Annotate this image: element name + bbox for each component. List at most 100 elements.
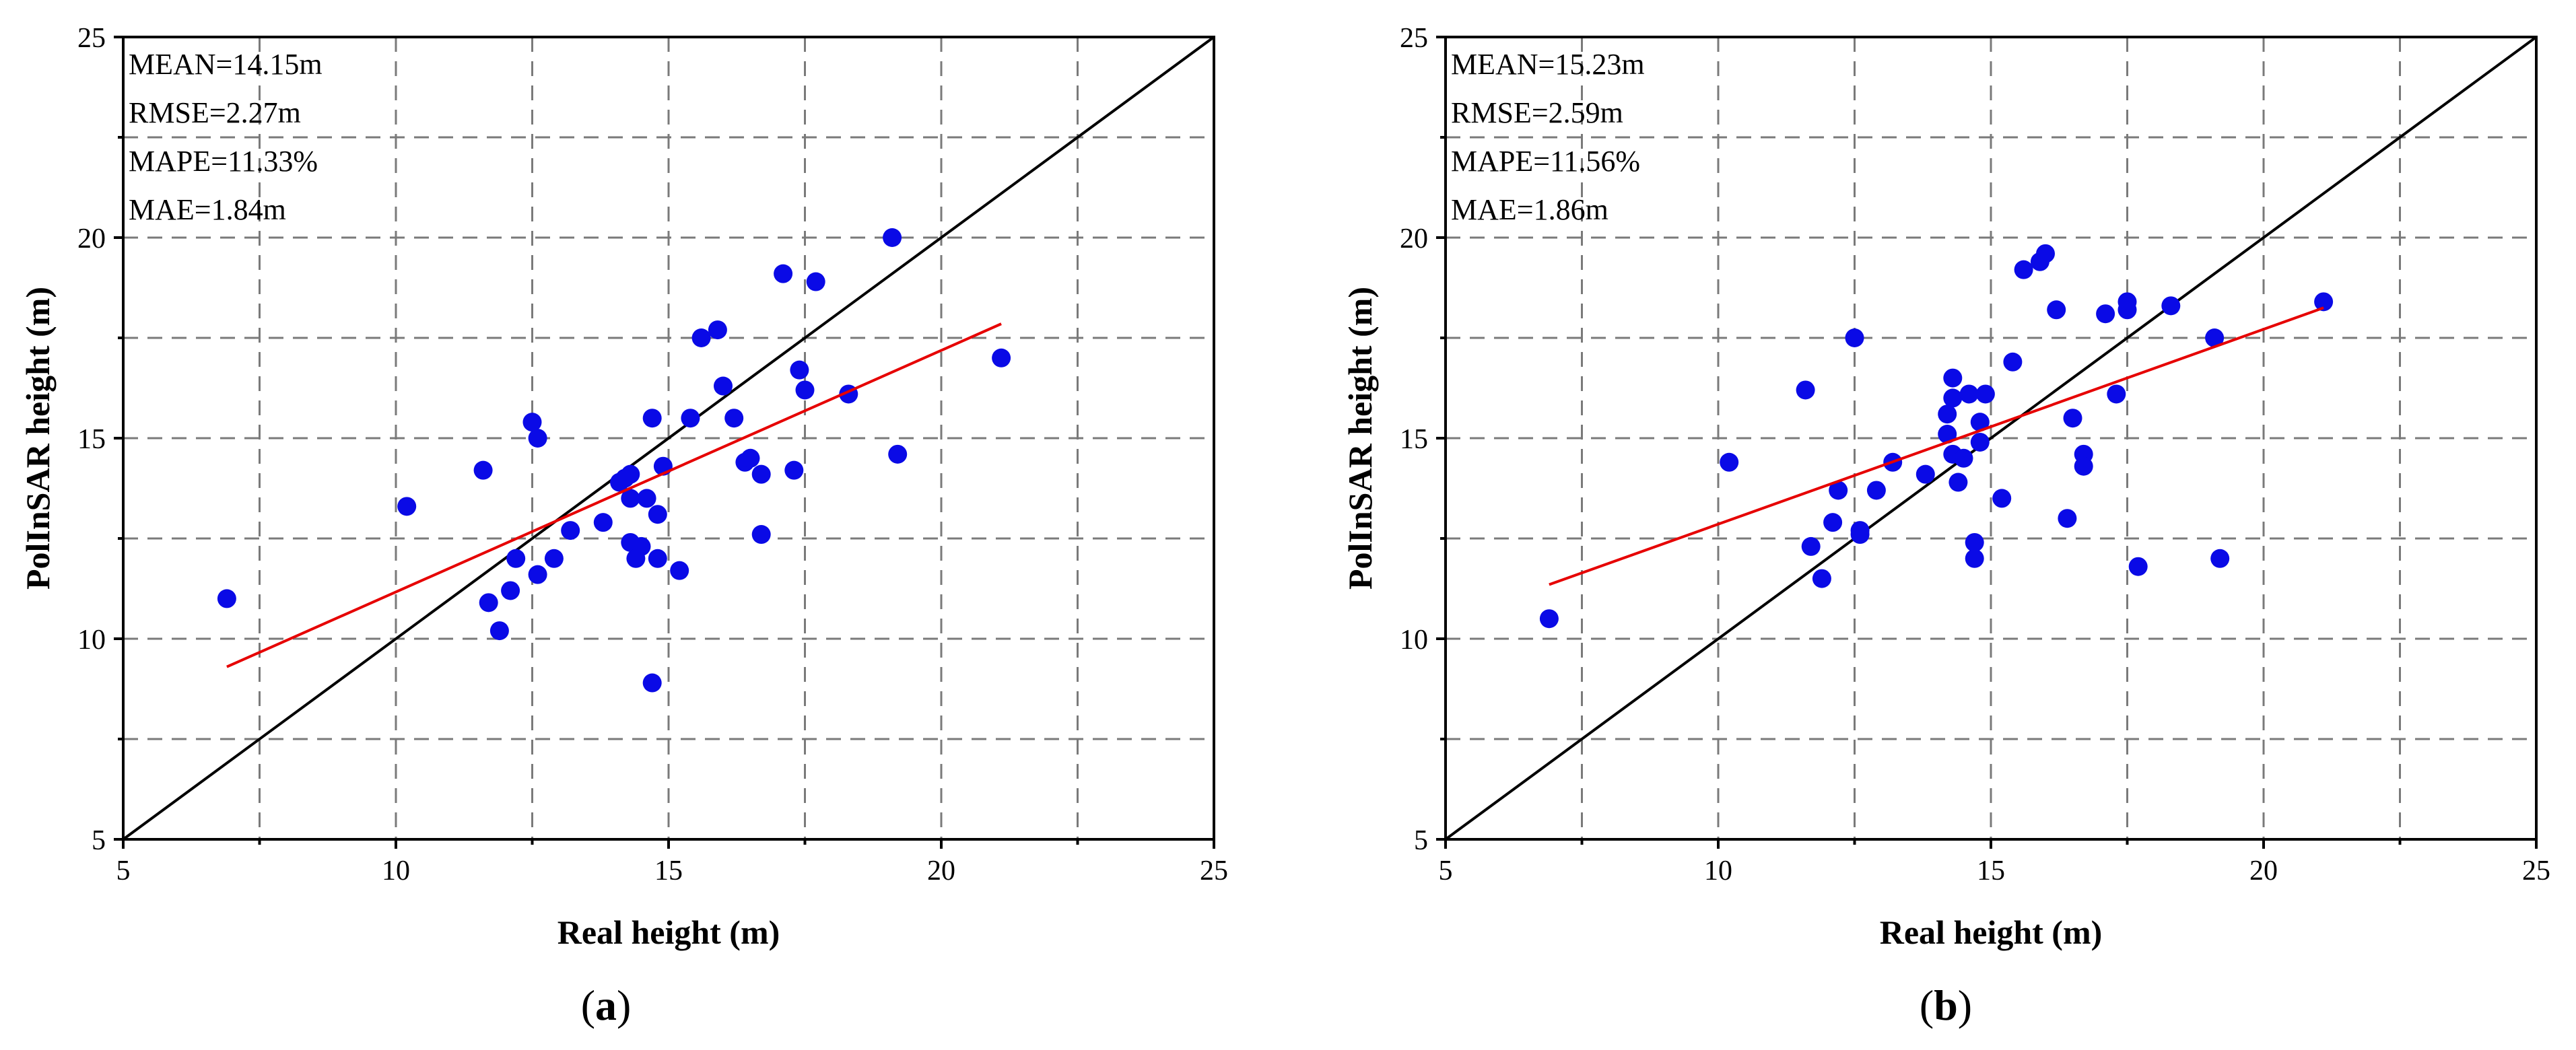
data-point: [621, 489, 640, 508]
data-point: [2003, 352, 2023, 372]
panel-label: (b): [1920, 981, 1972, 1029]
y-tick-label: 5: [92, 825, 106, 856]
panel-b: 55 10 10 15 15 20 20 25 25 MEAN=15.23m RMSE=2.59m M…: [1341, 23, 2550, 1029]
data-point: [708, 320, 727, 340]
data-point: [642, 673, 662, 693]
panel-label: (a): [581, 981, 632, 1029]
y-axis-title: PolInSAR height (m): [1341, 287, 1379, 590]
data-point: [522, 413, 542, 432]
x-tick-label: 25: [1200, 855, 1228, 886]
y-tick-label: 15: [1400, 424, 1428, 455]
data-point: [784, 460, 804, 480]
data-point: [774, 264, 793, 283]
data-point: [681, 409, 700, 428]
stat-annotation: MAPE=11.56%: [1451, 145, 1640, 178]
y-tick-label: 20: [1400, 223, 1428, 254]
data-point: [2096, 304, 2115, 324]
panel-a: 55 10 10 15 15 20 20 25 25 MEAN=14.15m RMSE=2.27m M…: [19, 23, 1228, 1029]
fit-line: [1549, 306, 2324, 586]
data-point: [1866, 481, 1886, 500]
data-point: [2117, 292, 2137, 312]
data-point: [479, 593, 498, 612]
stat-annotation: MEAN=14.15m: [129, 48, 323, 81]
data-point: [2161, 296, 2181, 316]
data-point: [2014, 260, 2033, 279]
data-point: [751, 525, 771, 545]
data-point: [751, 464, 771, 484]
data-point: [1970, 413, 1990, 432]
data-point: [561, 521, 580, 540]
data-point: [528, 565, 547, 584]
data-point: [741, 448, 760, 468]
data-point: [1938, 425, 1957, 444]
data-point: [637, 489, 656, 508]
identity-line: [1444, 36, 2538, 841]
data-point: [1801, 536, 1821, 556]
data-point: [1965, 549, 1984, 568]
data-point: [489, 621, 509, 641]
data-point: [1796, 380, 1815, 400]
panel-letter: a: [595, 981, 617, 1029]
data-point: [2047, 300, 2066, 320]
y-tick-label: 10: [77, 625, 106, 656]
stat-annotation: MAE=1.86m: [1451, 193, 1608, 226]
stat-annotation: MAE=1.84m: [129, 193, 286, 226]
data-point: [528, 429, 547, 448]
x-tick-label: 5: [116, 855, 131, 886]
stat-annotation: RMSE=2.27m: [129, 96, 301, 129]
data-point: [2107, 384, 2126, 404]
data-point: [992, 348, 1011, 368]
stat-annotation: MAPE=11.33%: [129, 145, 318, 178]
data-point: [2128, 557, 2148, 576]
data-point: [1938, 405, 1957, 424]
data-point: [473, 460, 493, 480]
identity-line: [122, 36, 1215, 841]
data-point: [1975, 384, 1995, 404]
data-point: [790, 360, 809, 380]
data-point: [506, 549, 526, 568]
data-point: [2314, 292, 2334, 312]
data-points: [217, 228, 1011, 693]
data-point: [724, 409, 744, 428]
x-tick-label: 10: [1704, 855, 1732, 886]
y-tick-label: 10: [1400, 625, 1428, 656]
data-point: [795, 380, 815, 400]
grid: [1446, 37, 2536, 839]
data-point: [1948, 473, 1968, 492]
data-point: [1916, 464, 1935, 484]
x-tick-label: 15: [654, 855, 683, 886]
y-tick-label: 20: [77, 223, 106, 254]
data-point: [621, 464, 640, 484]
data-point: [2210, 549, 2230, 568]
x-tick-label: 10: [382, 855, 410, 886]
y-tick-label: 15: [77, 424, 106, 455]
data-point: [544, 549, 564, 568]
data-point: [2058, 509, 2077, 528]
data-point: [1992, 489, 2012, 508]
x-axis-title: Real height (m): [557, 913, 780, 951]
data-point: [2036, 244, 2055, 263]
x-axis-title: Real height (m): [1880, 913, 2103, 951]
y-axis-title: PolInSAR height (m): [19, 287, 57, 590]
data-point: [1829, 481, 1848, 500]
data-point: [217, 589, 236, 608]
data-point: [648, 549, 667, 568]
stat-annotation: MEAN=15.23m: [1451, 48, 1645, 81]
data-point: [1539, 609, 1559, 629]
y-tick-label: 5: [1414, 825, 1428, 856]
data-point: [1970, 432, 1990, 452]
panel-letter: b: [1934, 981, 1958, 1029]
x-tick-label: 20: [927, 855, 955, 886]
data-point: [648, 505, 667, 524]
stat-annotation: RMSE=2.59m: [1451, 96, 1623, 129]
data-point: [883, 228, 902, 247]
data-point: [501, 581, 520, 600]
data-point: [397, 497, 417, 516]
data-point: [1965, 532, 1984, 552]
data-points: [1539, 244, 2334, 629]
data-point: [714, 376, 733, 396]
data-point: [691, 328, 711, 347]
data-point: [1812, 569, 1831, 588]
data-point: [2063, 409, 2082, 428]
